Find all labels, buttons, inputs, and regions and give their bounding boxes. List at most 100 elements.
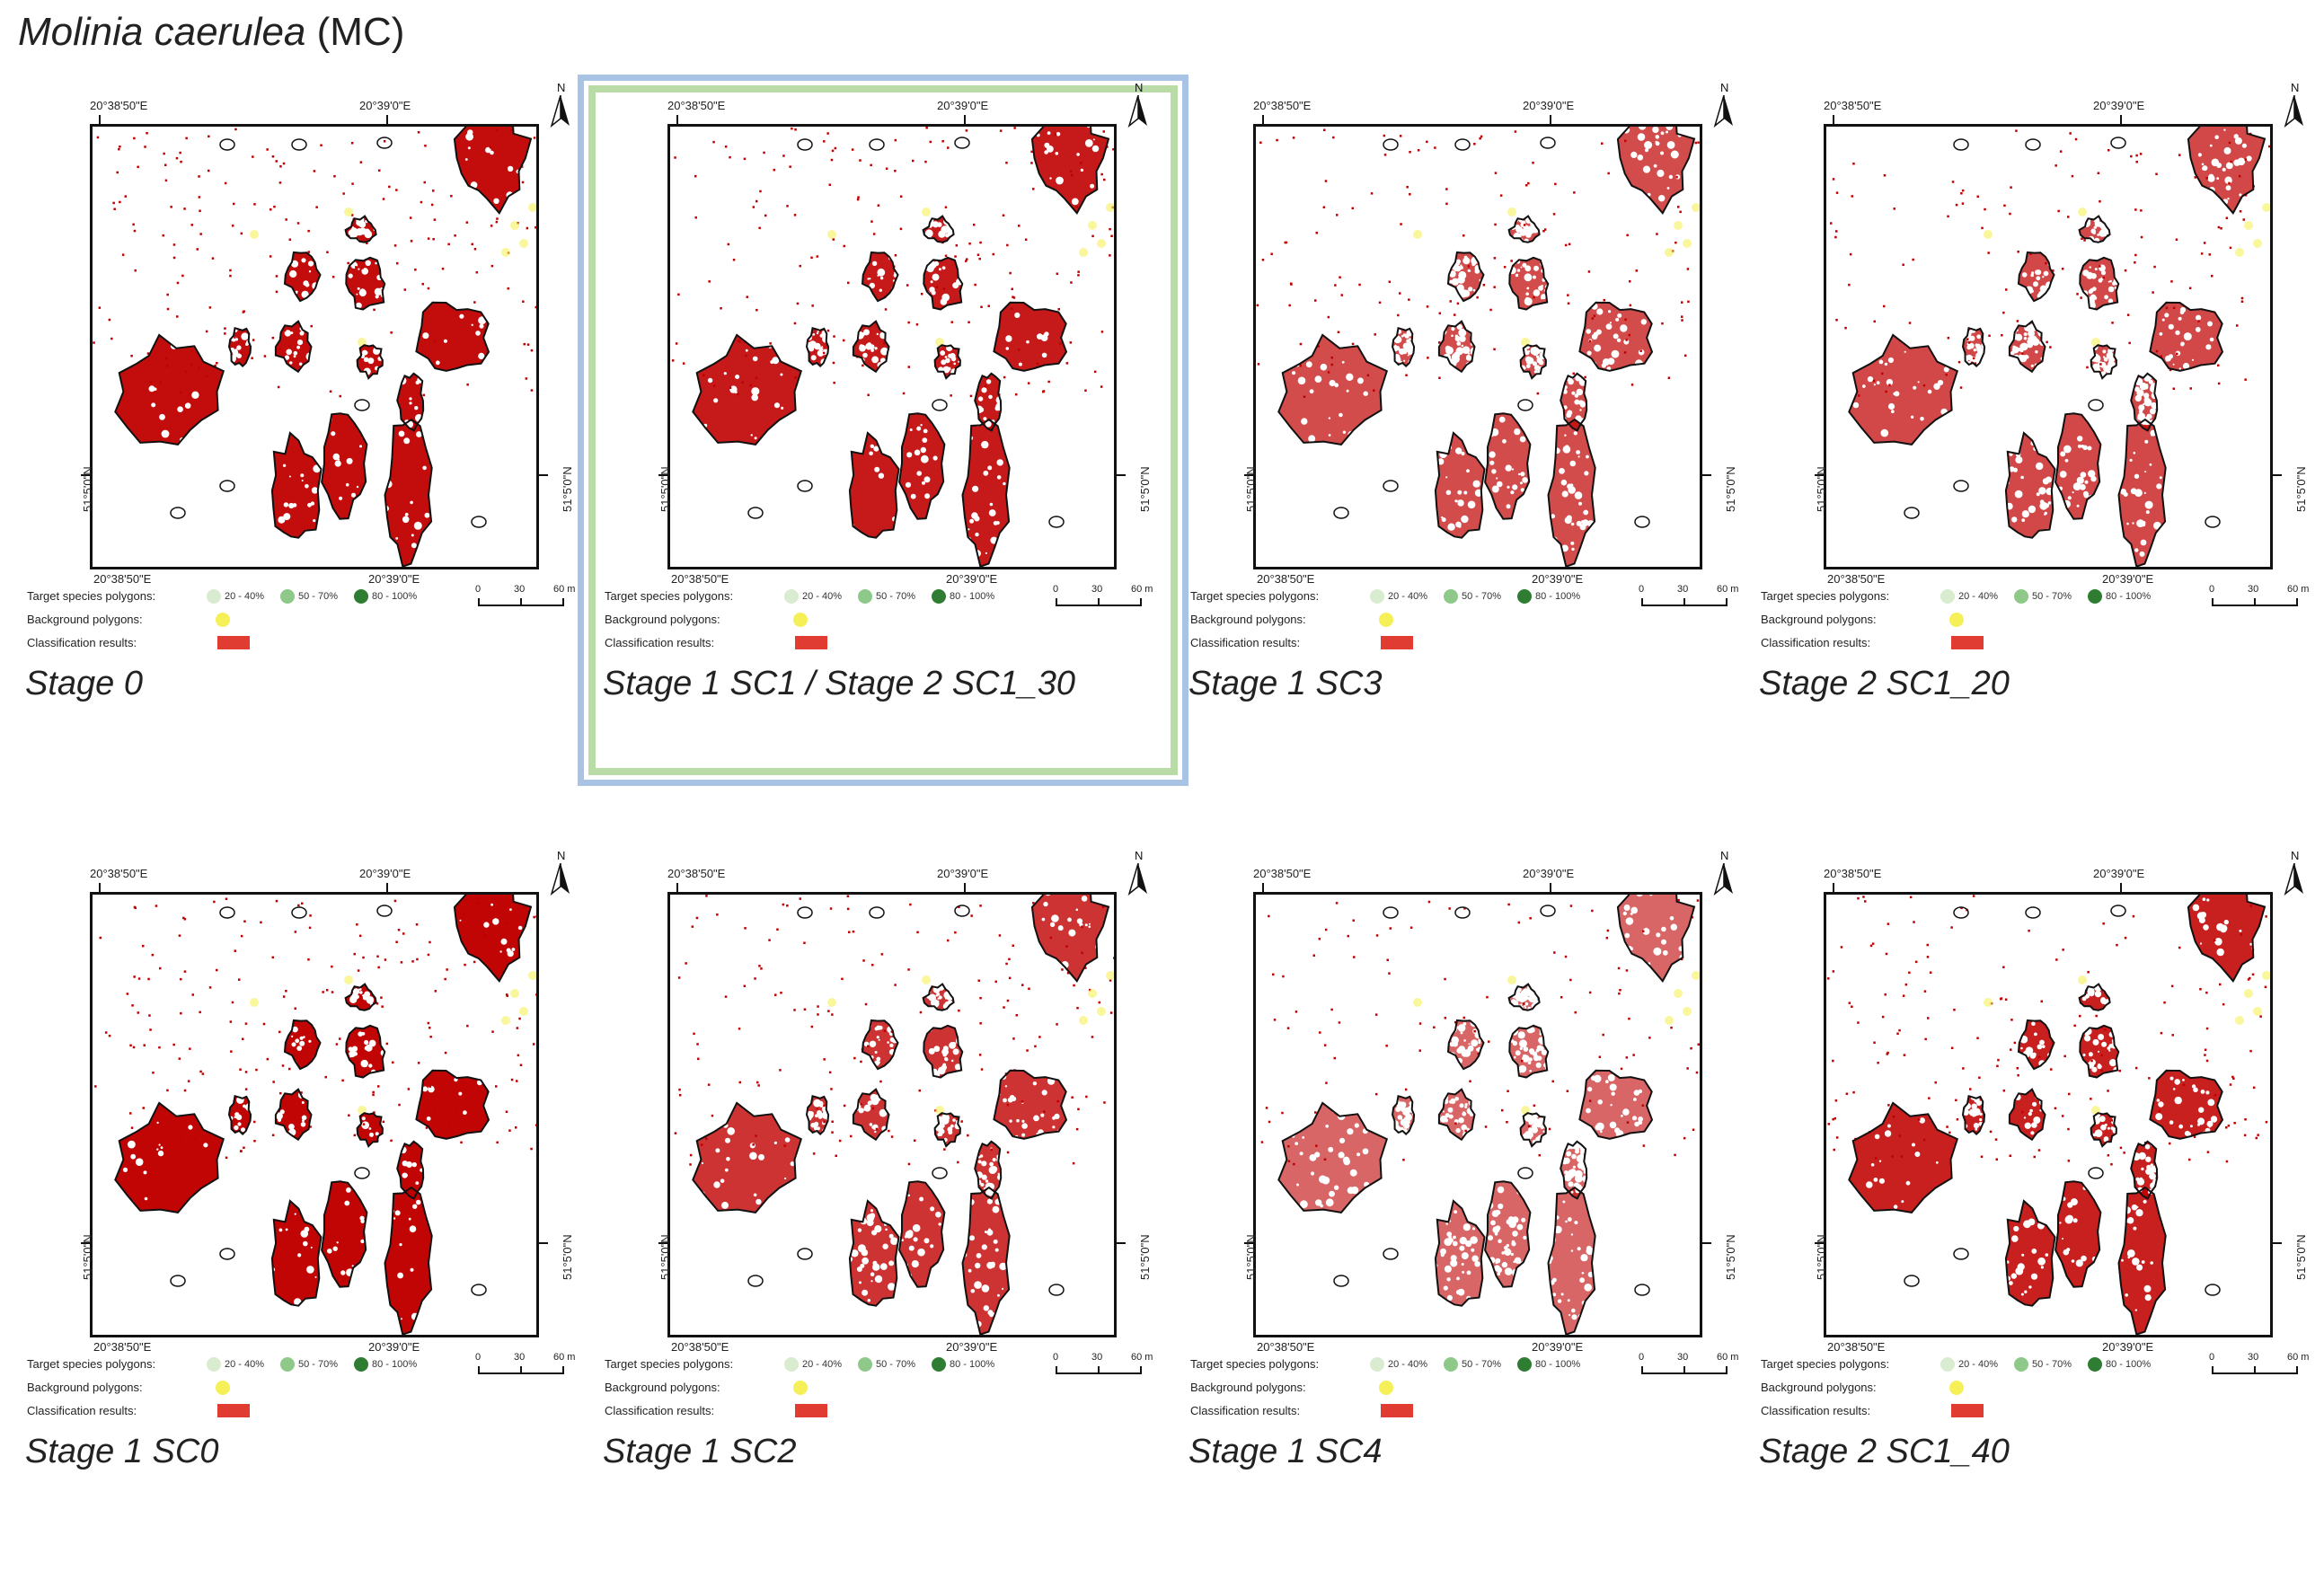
unclassified-gap <box>1622 911 1627 916</box>
unclassified-gap <box>517 925 523 931</box>
scale-label-30: 30 <box>1677 1352 1689 1363</box>
classified-pixel <box>359 161 363 163</box>
unclassified-gap <box>1610 1104 1613 1107</box>
unclassified-gap <box>236 353 242 358</box>
classified-pixel <box>1323 128 1326 131</box>
unclassified-gap <box>2087 988 2095 996</box>
unclassified-gap <box>2014 1131 2021 1139</box>
classified-pixel <box>899 195 903 198</box>
classified-pixel <box>841 977 844 981</box>
classified-pixel <box>1521 1059 1524 1063</box>
classified-pixel <box>827 1010 830 1012</box>
classified-pixel <box>1834 1116 1836 1120</box>
unclassified-gap <box>876 1025 881 1030</box>
unclassified-gap <box>2193 367 2196 371</box>
unclassified-gap <box>381 261 385 267</box>
classified-area <box>322 413 367 519</box>
unclassified-gap <box>941 1131 945 1134</box>
unclassified-gap <box>1551 514 1555 519</box>
classified-pixel <box>179 151 181 154</box>
unclassified-gap <box>2115 267 2117 270</box>
unclassified-gap <box>890 1237 898 1245</box>
unclassified-gap <box>2237 157 2246 166</box>
classified-pixel <box>351 182 354 185</box>
unclassified-gap <box>1523 366 1526 370</box>
classified-pixel <box>381 1005 384 1008</box>
classified-pixel <box>244 1088 248 1090</box>
unclassified-gap <box>981 387 987 393</box>
unclassified-gap <box>1570 1233 1574 1236</box>
unclassified-gap <box>411 543 417 549</box>
classified-pixel <box>1003 1006 1005 1009</box>
unclassified-gap <box>2039 499 2045 505</box>
classified-pixel <box>1969 1088 1972 1090</box>
classified-pixel <box>2002 311 2005 314</box>
unclassified-gap <box>790 1161 795 1167</box>
target-species-polygon <box>1048 1284 1065 1296</box>
classified-pixel <box>1923 990 1927 993</box>
classified-pixel <box>1038 1036 1041 1038</box>
unclassified-gap <box>1586 455 1589 459</box>
unclassified-gap <box>1645 927 1648 930</box>
unclassified-gap <box>930 280 933 284</box>
classified-area <box>384 1187 432 1335</box>
classified-pixel <box>429 1027 431 1029</box>
lon-top-right: 20°39'0"E <box>937 867 989 880</box>
classified-pixel <box>992 252 994 256</box>
unclassified-gap <box>932 455 938 461</box>
classified-pixel <box>1995 1158 1998 1161</box>
unclassified-gap <box>2020 1046 2023 1050</box>
unclassified-gap <box>1599 1130 1603 1134</box>
classified-pixel <box>225 897 228 900</box>
unclassified-gap <box>188 1125 193 1130</box>
target-species-polygon <box>2079 256 2120 311</box>
unclassified-gap <box>137 349 141 353</box>
classified-pixel <box>1071 173 1074 177</box>
unclassified-gap <box>935 994 939 997</box>
classified-pixel <box>1370 192 1374 195</box>
classified-pixel <box>1473 143 1476 146</box>
unclassified-gap <box>987 1189 991 1194</box>
classified-pixel <box>704 1137 708 1140</box>
classified-pixel <box>116 171 119 174</box>
target-species-polygon <box>1434 431 1486 539</box>
unclassified-gap <box>305 484 309 489</box>
classified-pixel <box>434 990 437 993</box>
classified-pixel <box>466 1024 469 1028</box>
unclassified-gap <box>1341 341 1346 346</box>
classified-pixel <box>1010 307 1013 310</box>
classified-pixel <box>691 925 694 928</box>
unclassified-gap <box>944 356 948 358</box>
classified-pixel <box>716 913 719 916</box>
legend-classification-label: Classification results: <box>27 636 137 649</box>
classified-pixel <box>741 381 744 384</box>
classified-pixel <box>924 160 927 163</box>
classified-pixel <box>1507 903 1510 906</box>
unclassified-gap <box>1524 1005 1526 1008</box>
target-species-polygon <box>852 320 890 374</box>
classified-pixel <box>199 233 202 235</box>
unclassified-gap <box>413 521 422 530</box>
unclassified-gap <box>1523 1235 1527 1240</box>
classified-pixel <box>1454 1020 1457 1024</box>
classified-pixel <box>1945 374 1948 376</box>
unclassified-gap <box>1448 1114 1454 1119</box>
classified-pixel <box>1056 1099 1059 1103</box>
unclassified-gap <box>2076 476 2084 484</box>
classified-pixel <box>119 200 121 204</box>
classified-pixel <box>429 1085 432 1088</box>
unclassified-gap <box>2059 1222 2062 1224</box>
unclassified-gap <box>312 536 317 542</box>
unclassified-gap <box>1061 961 1069 969</box>
unclassified-gap <box>1534 267 1539 271</box>
classified-pixel <box>823 140 826 143</box>
background-polygon <box>250 230 259 239</box>
classified-pixel <box>1588 1099 1592 1102</box>
unclassified-gap <box>1524 273 1532 281</box>
classified-pixel <box>417 1163 420 1166</box>
lon-top-right: 20°39'0"E <box>937 99 989 112</box>
unclassified-gap <box>1437 1302 1445 1309</box>
classified-pixel <box>424 339 427 341</box>
unclassified-gap <box>1462 1022 1467 1026</box>
classified-pixel <box>224 181 227 185</box>
